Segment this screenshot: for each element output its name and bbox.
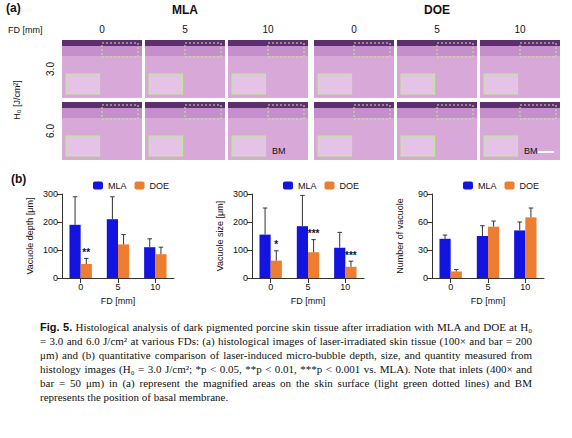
svg-text:90: 90 (418, 189, 428, 199)
svg-text:0: 0 (268, 282, 273, 292)
svg-text:5: 5 (434, 24, 440, 35)
svg-text:BM: BM (272, 146, 286, 156)
svg-text:6.0: 6.0 (45, 124, 56, 138)
html-text:Fig. 5. Histological analysis: Fig. 5. Histological analysis of dark pi… (40, 321, 532, 403)
svg-text:300: 300 (233, 189, 248, 199)
svg-text:FD [mm]: FD [mm] (8, 25, 43, 35)
svg-text:10: 10 (520, 282, 530, 292)
svg-text:***: *** (308, 228, 320, 239)
svg-text:0: 0 (78, 282, 83, 292)
svg-text:FD [mm]: FD [mm] (291, 296, 326, 306)
svg-text:Number of vacuole: Number of vacuole (395, 198, 405, 274)
svg-text:60: 60 (418, 217, 428, 227)
svg-text:5: 5 (115, 282, 120, 292)
svg-text:0: 0 (423, 273, 428, 283)
svg-text:5: 5 (182, 24, 188, 35)
svg-text:MLA: MLA (172, 3, 198, 17)
svg-text:300: 300 (43, 189, 58, 199)
svg-text:0: 0 (243, 273, 248, 283)
svg-text:DOE: DOE (339, 181, 359, 191)
svg-text:200: 200 (43, 217, 58, 227)
svg-text:DOE: DOE (424, 3, 450, 17)
svg-text:H₀ [J/cm²]: H₀ [J/cm²] (12, 80, 22, 120)
svg-text:BM: BM (524, 146, 538, 156)
svg-text:0: 0 (99, 24, 105, 35)
svg-text:10: 10 (150, 282, 160, 292)
svg-text:100: 100 (43, 245, 58, 255)
svg-text:10: 10 (262, 24, 274, 35)
svg-text:0: 0 (53, 273, 58, 283)
svg-text:5: 5 (485, 282, 490, 292)
svg-text:MLA: MLA (478, 181, 497, 191)
svg-text:(b): (b) (11, 172, 26, 186)
svg-text:30: 30 (418, 245, 428, 255)
svg-text:DOE: DOE (149, 181, 169, 191)
svg-text:*: * (274, 239, 278, 250)
svg-text:DOE: DOE (519, 181, 539, 191)
svg-text:MLA: MLA (108, 181, 127, 191)
svg-text:3.0: 3.0 (45, 62, 56, 76)
svg-text:0: 0 (448, 282, 453, 292)
svg-text:Vacuole size [μm]: Vacuole size [μm] (215, 201, 225, 272)
svg-text:**: ** (82, 247, 90, 258)
svg-text:0: 0 (351, 24, 357, 35)
svg-text:(a): (a) (6, 1, 21, 15)
svg-text:200: 200 (233, 217, 248, 227)
svg-text:Vacuole depth [μm]: Vacuole depth [μm] (25, 197, 35, 274)
svg-text:100: 100 (233, 245, 248, 255)
svg-text:10: 10 (514, 24, 526, 35)
svg-text:FD [mm]: FD [mm] (471, 296, 506, 306)
svg-text:***: *** (345, 250, 357, 261)
svg-text:FD [mm]: FD [mm] (101, 296, 136, 306)
svg-text:5: 5 (305, 282, 310, 292)
svg-text:MLA: MLA (298, 181, 317, 191)
svg-text:10: 10 (340, 282, 350, 292)
